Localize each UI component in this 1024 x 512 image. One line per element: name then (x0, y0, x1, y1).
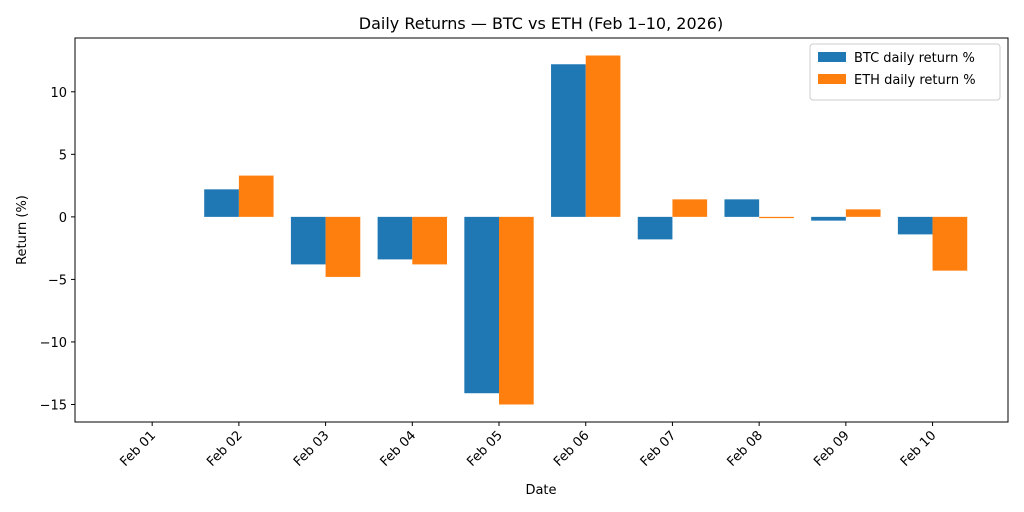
y-axis-label: Return (%) (15, 195, 30, 265)
x-tick-label: Feb 04 (378, 428, 420, 470)
x-tick-label: Feb 01 (117, 428, 159, 470)
x-tick-label: Feb 07 (638, 428, 680, 470)
x-tick-label: Feb 02 (204, 428, 246, 470)
legend-swatch (818, 52, 846, 62)
x-tick-label: Feb 08 (724, 428, 766, 470)
y-tick-label: −5 (48, 273, 67, 288)
bar (845, 209, 881, 217)
legend-label: BTC daily return % (854, 51, 975, 66)
bar (325, 216, 361, 277)
bar (897, 216, 933, 235)
legend-swatch (818, 74, 846, 84)
x-tick-label: Feb 06 (551, 428, 593, 470)
bar (811, 216, 846, 221)
x-axis-label: Date (525, 483, 556, 498)
bar (551, 64, 586, 217)
x-tick-label: Feb 10 (898, 428, 940, 470)
legend-label: ETH daily return % (854, 73, 976, 88)
chart-title: Daily Returns — BTC vs ETH (Feb 1–10, 20… (359, 14, 723, 33)
bar (759, 216, 794, 219)
bar (637, 216, 673, 240)
bar (585, 55, 621, 217)
bar (464, 216, 500, 394)
x-tick-label: Feb 05 (464, 428, 506, 470)
bar (724, 199, 760, 217)
y-tick-label: −15 (40, 398, 67, 413)
bar (204, 189, 239, 217)
x-tick-label: Feb 09 (811, 428, 853, 470)
plot-frame (74, 37, 1009, 423)
bar (932, 216, 968, 271)
bar (290, 216, 326, 265)
y-tick-label: 5 (59, 148, 67, 163)
bar (672, 199, 708, 217)
bar (377, 216, 413, 260)
bar (499, 216, 534, 405)
x-tick-label: Feb 03 (291, 428, 333, 470)
y-tick-label: −10 (40, 336, 67, 351)
legend-box (809, 43, 1001, 101)
y-tick-label: 0 (59, 211, 67, 226)
y-tick-label: 10 (50, 86, 67, 101)
bar (412, 216, 447, 265)
bar (238, 175, 274, 217)
